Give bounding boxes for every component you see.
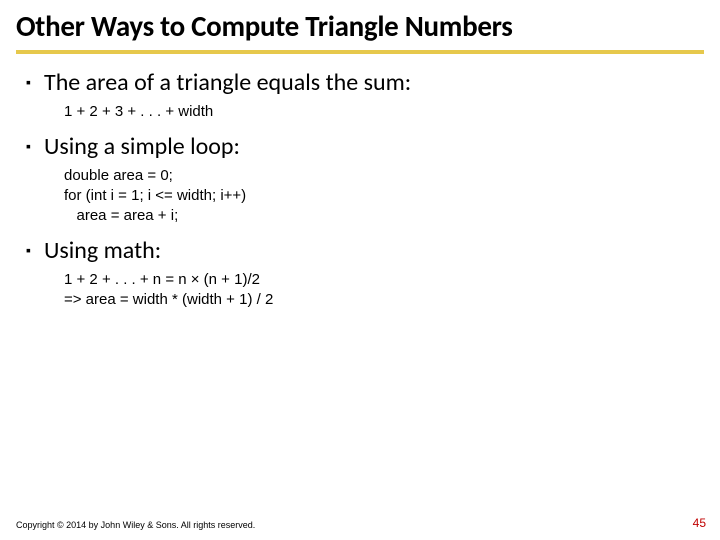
bullet-text: Using math: <box>44 236 161 266</box>
bullet-item: ▪ Using a simple loop: <box>26 132 704 162</box>
slide: Other Ways to Compute Triangle Numbers ▪… <box>0 0 720 540</box>
code-line: double area = 0; <box>64 166 704 186</box>
bullet-sub: double area = 0; for (int i = 1; i <= wi… <box>64 166 704 226</box>
bullet-text: Using a simple loop: <box>44 132 240 162</box>
code-line: area = area + i; <box>64 206 704 226</box>
bullet-marker-icon: ▪ <box>26 132 44 162</box>
bullet-sub: 1 + 2 + . . . + n = n × (n + 1)/2 => are… <box>64 270 704 310</box>
copyright-footer: Copyright © 2014 by John Wiley & Sons. A… <box>16 520 255 530</box>
code-line: => area = width * (width + 1) / 2 <box>64 290 704 310</box>
title-underline <box>16 50 704 54</box>
page-number: 45 <box>693 516 706 530</box>
slide-title: Other Ways to Compute Triangle Numbers <box>16 8 704 48</box>
code-line: for (int i = 1; i <= width; i++) <box>64 186 704 206</box>
bullet-sub: 1 + 2 + 3 + . . . + width <box>64 102 704 122</box>
bullet-item: ▪ Using math: <box>26 236 704 266</box>
code-line: 1 + 2 + 3 + . . . + width <box>64 102 704 122</box>
bullet-text: The area of a triangle equals the sum: <box>44 68 411 98</box>
code-line: 1 + 2 + . . . + n = n × (n + 1)/2 <box>64 270 704 290</box>
bullet-marker-icon: ▪ <box>26 236 44 266</box>
bullet-marker-icon: ▪ <box>26 68 44 98</box>
bullet-item: ▪ The area of a triangle equals the sum: <box>26 68 704 98</box>
bullet-list: ▪ The area of a triangle equals the sum:… <box>16 68 704 310</box>
